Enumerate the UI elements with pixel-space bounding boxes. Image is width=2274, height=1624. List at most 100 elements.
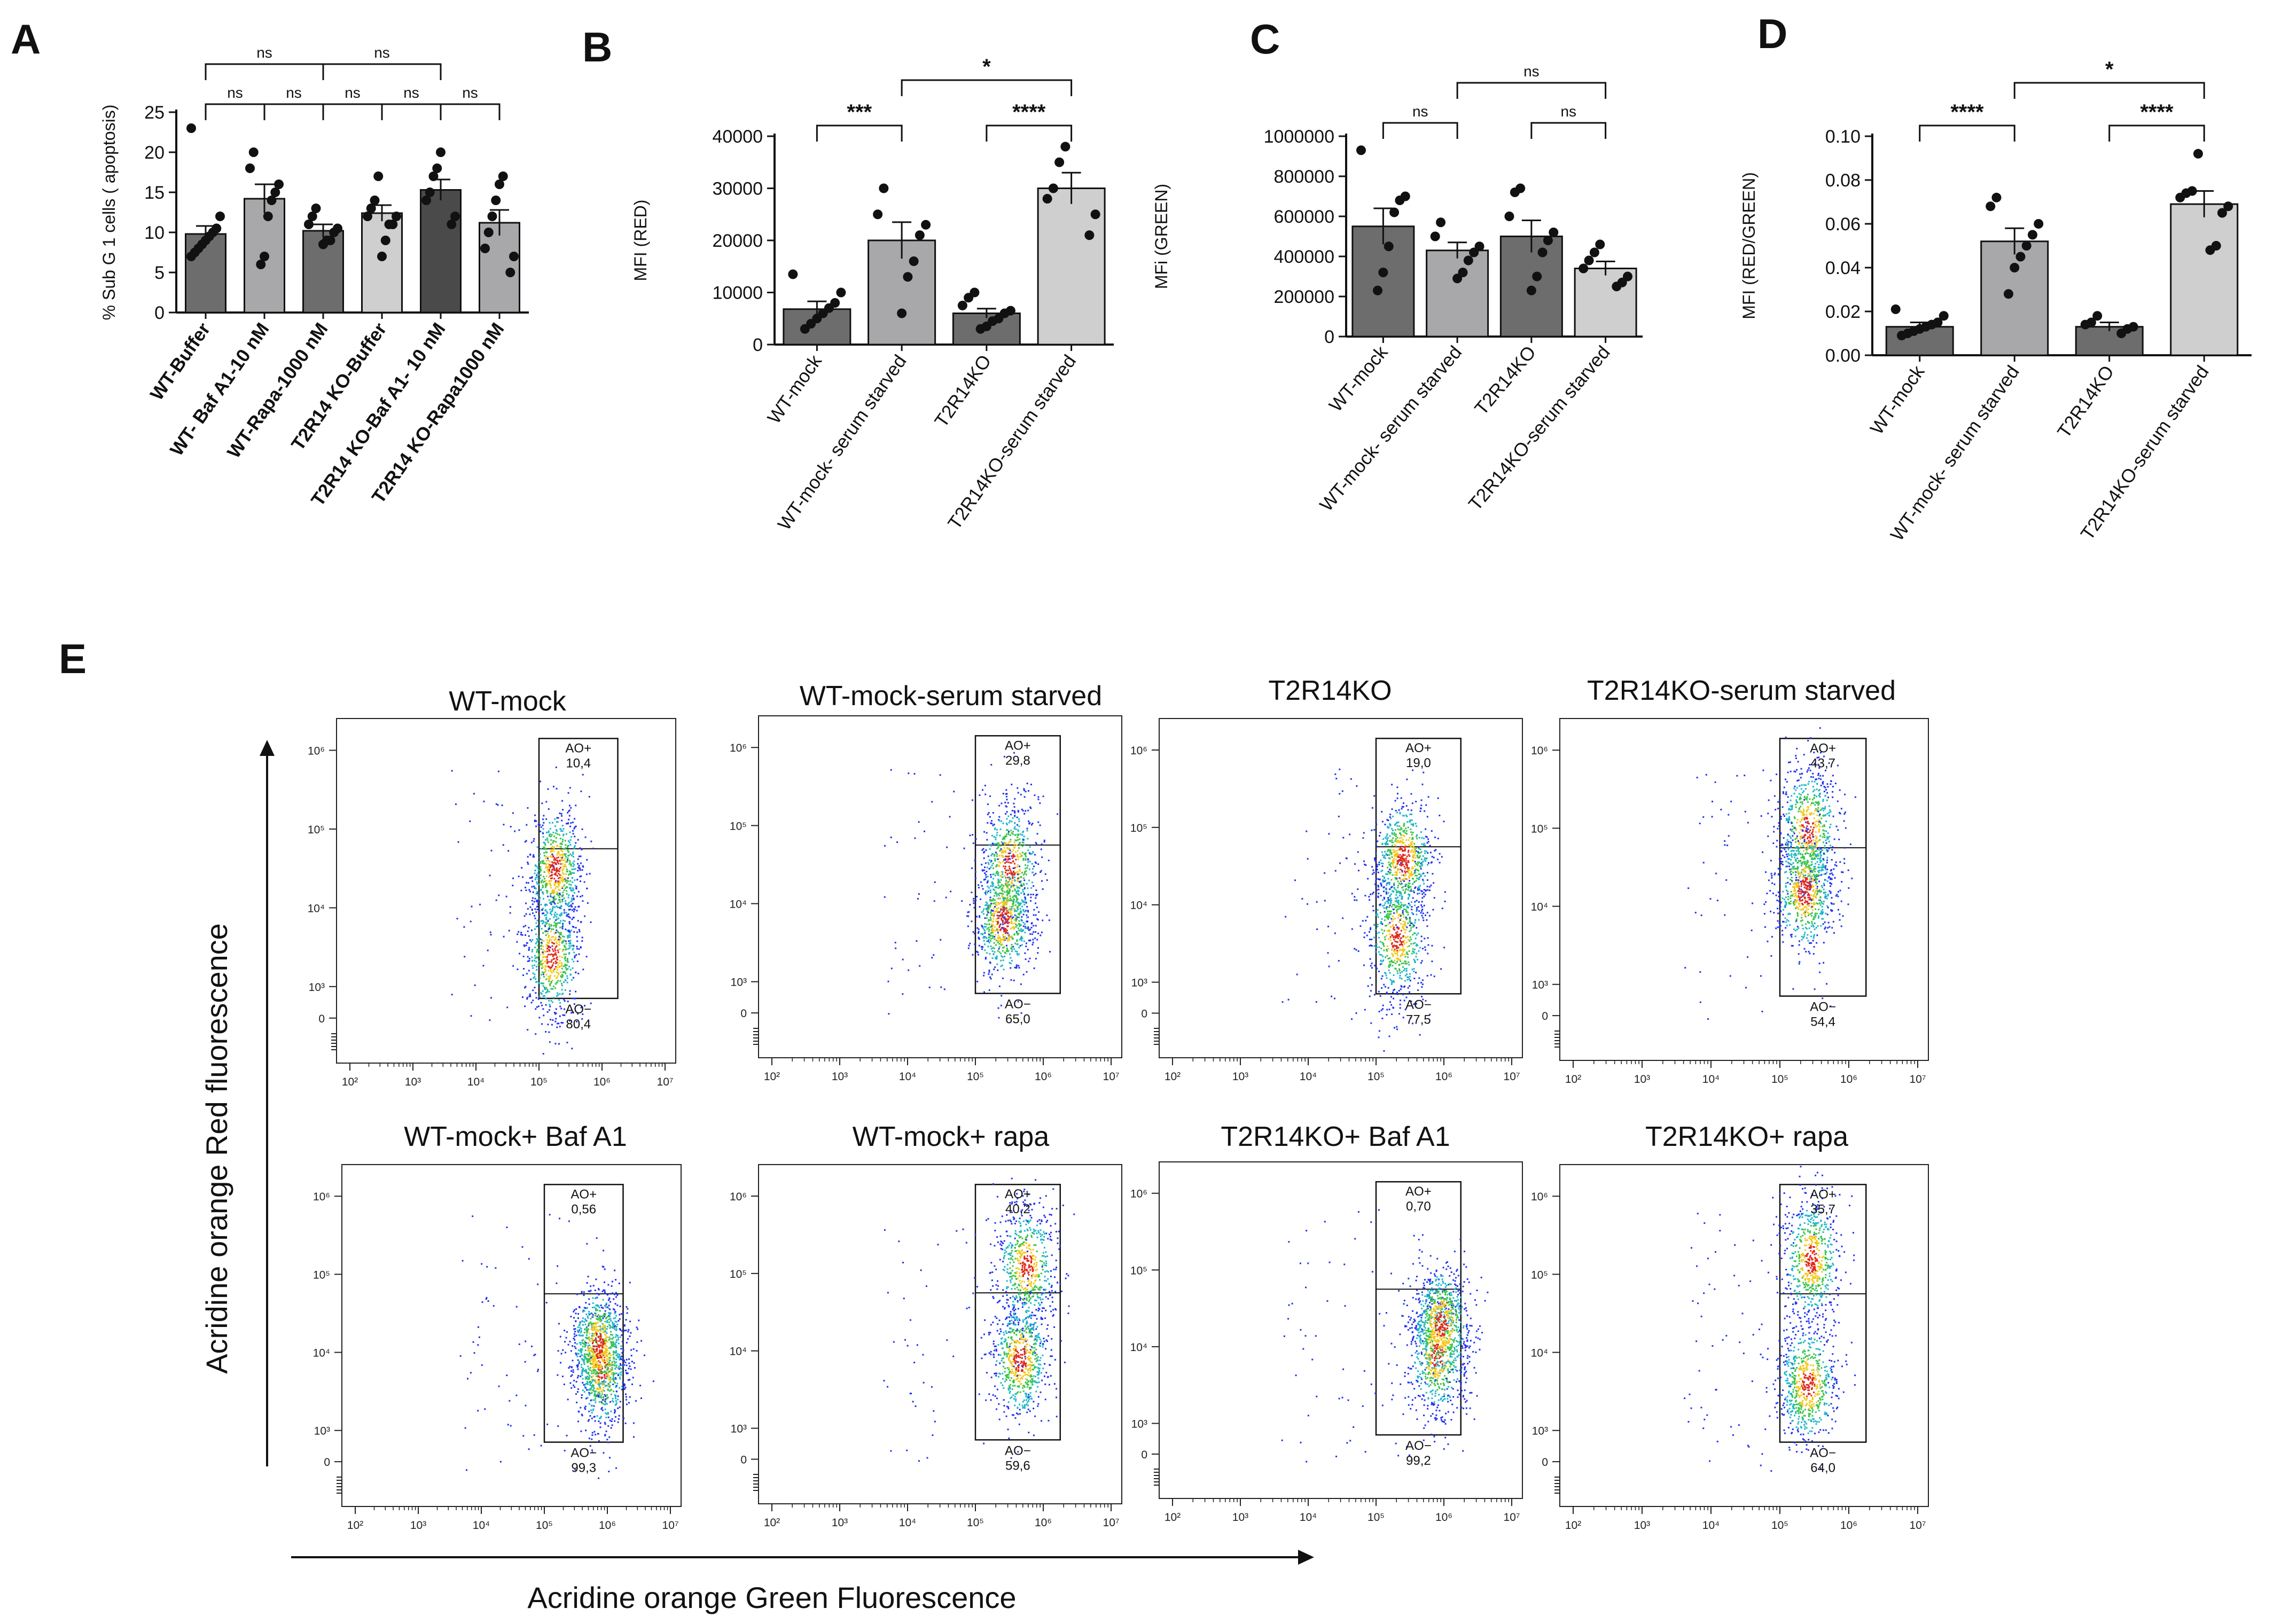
flow-event-dot (1420, 799, 1423, 801)
C-significance-label: ns (1523, 63, 1540, 80)
flow-event-dot (1418, 848, 1420, 850)
flow-event-dot (1024, 923, 1026, 925)
D-data-point (2004, 289, 2013, 299)
flow-event-dot (1006, 811, 1008, 813)
flow-event-dot (1387, 840, 1389, 842)
flow-event-dot (1398, 935, 1400, 938)
flow-event-dot (1425, 836, 1427, 838)
flow-event-dot (1395, 858, 1397, 861)
flow-event-dot (1416, 910, 1418, 912)
flow-event-dot (557, 817, 559, 819)
flow-event-dot (1410, 842, 1412, 844)
flow-event-dot (1400, 917, 1402, 919)
flow-event-dot (997, 903, 999, 905)
flow-event-dot (1396, 951, 1398, 953)
D-data-point (2205, 245, 2215, 255)
flow-event-dot (997, 929, 999, 931)
flow-event-dot (993, 888, 995, 891)
flow-event-dot (540, 982, 542, 984)
flow-event-dot (525, 986, 527, 988)
flow-event-dot (558, 941, 560, 943)
flow-event-dot (998, 946, 1001, 948)
flow-event-dot (1032, 941, 1034, 943)
flow-event-dot (1017, 916, 1019, 918)
flow-event-dot (545, 1030, 547, 1033)
flow-event-dot (988, 936, 990, 939)
flow-event-dot (998, 951, 1001, 953)
flow-event-dot (1030, 893, 1032, 895)
flow-event-dot (1393, 928, 1395, 930)
flow-event-dot (539, 896, 541, 899)
flow-event-dot (1384, 916, 1386, 918)
flow-event-dot (570, 904, 572, 906)
flow-event-dot (559, 866, 561, 869)
flow-event-dot (556, 929, 558, 931)
flow-event-dot (998, 865, 1001, 868)
flow-event-dot (1829, 809, 1831, 811)
flow-event-dot (552, 1019, 554, 1021)
flow-event-dot (1439, 862, 1441, 864)
flow-event-dot (1417, 862, 1419, 864)
flow-event-dot (1397, 915, 1400, 917)
flow-event-dot (1018, 904, 1020, 906)
flow-event-dot (995, 934, 997, 936)
flow-event-dot (1768, 799, 1770, 801)
flow-event-dot (1018, 916, 1020, 918)
flow-event-dot (1401, 887, 1403, 889)
flow-event-dot (1029, 822, 1031, 824)
flow-event-dot (1414, 904, 1416, 907)
flow-event-dot (561, 881, 564, 883)
flow-event-dot (543, 852, 545, 854)
panel-letter-a: A (11, 15, 41, 63)
flow-event-dot (1023, 887, 1026, 889)
flow-event-dot (565, 844, 567, 846)
flow-event-dot (555, 870, 557, 872)
A-data-point (215, 212, 225, 221)
flow-event-dot (551, 846, 553, 848)
flow-event-dot (1004, 868, 1006, 870)
flow-event-dot (542, 963, 544, 965)
flow-event-dot (1380, 954, 1382, 956)
flow-event-dot (1378, 893, 1380, 895)
C-data-point (1463, 255, 1473, 266)
flow-event-dot (1002, 950, 1004, 952)
flow-event-dot (1027, 911, 1029, 913)
flow-event-dot (1392, 935, 1394, 937)
flow-event-dot (1010, 957, 1012, 959)
flow-event-dot (1395, 853, 1397, 855)
flow-event-dot (1819, 835, 1822, 837)
flow-event-dot (1019, 869, 1021, 871)
flow-event-dot (1826, 783, 1828, 785)
flow-event-dot (1018, 820, 1020, 822)
flow-event-dot (1048, 919, 1050, 922)
flow-event-dot (551, 869, 553, 871)
flow-event-dot (569, 932, 571, 934)
flow-event-dot (1041, 856, 1043, 858)
A-y-tick-label: 20 (144, 143, 165, 163)
flow-event-dot (552, 962, 554, 964)
flow-event-dot (1388, 930, 1390, 932)
flow-event-dot (1394, 854, 1396, 856)
flow-event-dot (1812, 839, 1815, 841)
flow-event-dot (555, 954, 557, 956)
flow-event-dot (536, 883, 538, 885)
flow-event-dot (969, 942, 971, 944)
D-data-point (2034, 219, 2044, 229)
flow-event-dot (540, 920, 542, 922)
flow-event-dot (530, 941, 533, 943)
flow-event-dot (1404, 849, 1406, 852)
flow-event-dot (1393, 939, 1395, 941)
flow-event-dot (1385, 925, 1387, 927)
flow-event-dot (1382, 1008, 1384, 1010)
flow-event-dot (1367, 985, 1369, 987)
flow-event-dot (1399, 811, 1401, 814)
flow-event-dot (1395, 877, 1397, 879)
flow-event-dot (549, 976, 551, 978)
flow-event-dot (998, 897, 1001, 900)
flow-event-dot (1389, 937, 1391, 939)
flow-event-dot (561, 843, 563, 845)
flow-event-dot (535, 893, 537, 895)
flow-event-dot (1378, 835, 1380, 837)
flow-event-dot (1019, 903, 1021, 905)
